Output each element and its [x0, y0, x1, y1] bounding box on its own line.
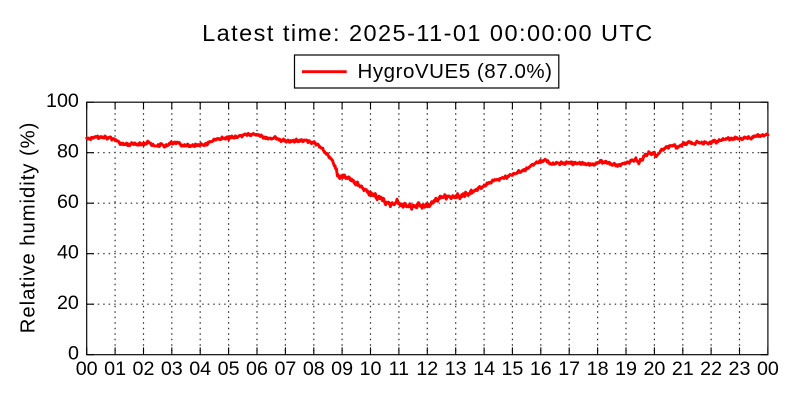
svg-text:10: 10: [360, 358, 382, 380]
svg-text:06: 06: [246, 358, 268, 380]
svg-text:Relative humidity (%): Relative humidity (%): [18, 122, 40, 334]
svg-text:22: 22: [700, 358, 722, 380]
svg-text:16: 16: [530, 358, 552, 380]
svg-text:19: 19: [615, 358, 637, 380]
svg-text:09: 09: [331, 358, 353, 380]
svg-text:00: 00: [757, 358, 779, 380]
svg-text:HygroVUE5 (87.0%): HygroVUE5 (87.0%): [358, 60, 553, 83]
svg-text:20: 20: [643, 358, 665, 380]
svg-text:03: 03: [161, 358, 183, 380]
svg-text:21: 21: [672, 358, 694, 380]
svg-text:04: 04: [189, 358, 211, 380]
svg-text:18: 18: [587, 358, 609, 380]
svg-text:08: 08: [303, 358, 325, 380]
svg-text:0: 0: [68, 342, 79, 364]
svg-text:40: 40: [57, 241, 79, 263]
svg-text:Latest time: 2025-11-01 00:00:: Latest time: 2025-11-01 00:00:00 UTC: [202, 20, 654, 46]
svg-text:23: 23: [729, 358, 751, 380]
svg-text:07: 07: [274, 358, 296, 380]
svg-text:100: 100: [46, 90, 79, 112]
svg-text:20: 20: [57, 292, 79, 314]
svg-text:14: 14: [473, 358, 495, 380]
svg-text:17: 17: [558, 358, 580, 380]
svg-text:01: 01: [104, 358, 126, 380]
svg-text:02: 02: [133, 358, 155, 380]
svg-text:13: 13: [445, 358, 467, 380]
svg-text:05: 05: [218, 358, 240, 380]
svg-text:00: 00: [76, 358, 98, 380]
svg-text:12: 12: [416, 358, 438, 380]
svg-text:15: 15: [501, 358, 523, 380]
svg-text:11: 11: [389, 358, 409, 380]
svg-text:80: 80: [57, 140, 79, 162]
svg-text:60: 60: [57, 191, 79, 213]
